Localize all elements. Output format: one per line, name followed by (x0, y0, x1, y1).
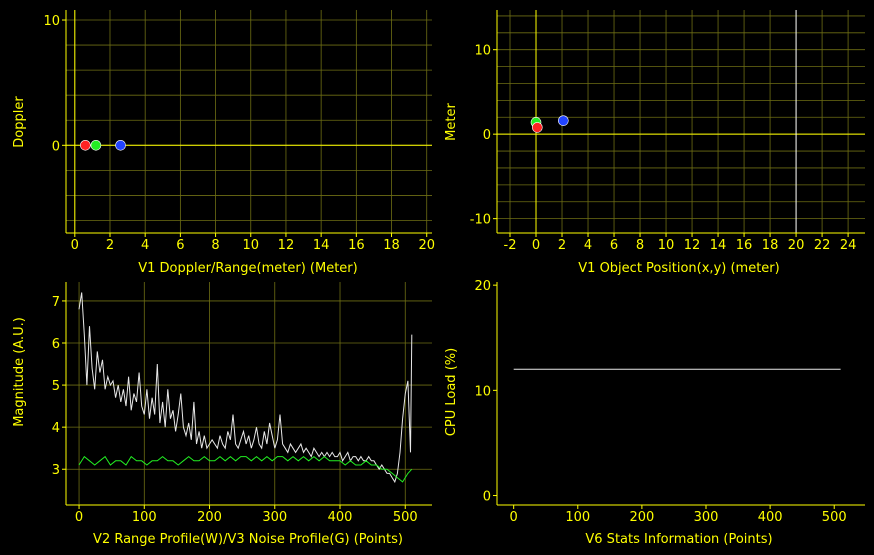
range_profile-y-tick-label: 4 (52, 421, 60, 436)
range_profile-y-tick-label: 7 (52, 295, 60, 310)
range-profile-ylabel: Magnitude (A.U.) (12, 317, 27, 427)
doppler-x-tick-label: 6 (176, 238, 184, 253)
doppler-x-tick-label: 10 (242, 238, 259, 253)
range_profile-x-tick-label: 0 (75, 510, 83, 525)
position-x-tick-label: 16 (736, 238, 753, 253)
range-profile-xlabel: V2 Range Profile(W)/V3 Noise Profile(G) … (93, 532, 403, 547)
stats-x-tick-label: 200 (629, 510, 654, 525)
doppler-x-tick-label: 12 (278, 238, 295, 253)
stats-x-tick-label: 100 (565, 510, 590, 525)
range_profile-x-tick-label: 200 (197, 510, 222, 525)
stats-x-tick-label: 0 (510, 510, 518, 525)
range_profile-x-tick-label: 300 (262, 510, 287, 525)
range_profile-x-tick-label: 100 (132, 510, 157, 525)
position-y-tick-label: -10 (470, 213, 491, 228)
stats-y-tick-label: 0 (483, 490, 491, 505)
stats-y-tick-label: 10 (474, 384, 491, 399)
range_profile-series-green (78, 455, 413, 483)
position-ylabel: Meter (444, 103, 459, 141)
position-x-tick-label: -2 (504, 238, 517, 253)
position-x-tick-label: 22 (814, 238, 831, 253)
range_profile-x-tick-label: 500 (393, 510, 418, 525)
range_profile-y-tick-label: 6 (52, 337, 60, 352)
position-x-tick-label: 20 (788, 238, 805, 253)
doppler-point-blue (115, 140, 126, 151)
stats-x-tick-label: 400 (758, 510, 783, 525)
doppler-y-tick-label: 0 (52, 139, 60, 154)
doppler-x-tick-label: 2 (106, 238, 114, 253)
doppler-point-green (90, 140, 102, 151)
doppler-x-tick-label: 4 (141, 238, 149, 253)
position-y-tick-label: 10 (474, 44, 491, 59)
range_profile-y-tick-label: 3 (52, 463, 60, 478)
doppler-y-tick-label: 10 (43, 14, 60, 29)
stats-ylabel: CPU Load (%) (444, 348, 459, 436)
position-x-tick-label: 8 (636, 238, 644, 253)
doppler-ylabel: Doppler (12, 96, 27, 148)
doppler-x-tick-label: 0 (71, 238, 79, 253)
stats-y-tick-label: 20 (474, 279, 491, 294)
doppler-xlabel: V1 Doppler/Range(meter) (Meter) (138, 261, 357, 276)
position-xlabel: V1 Object Position(x,y) (meter) (578, 261, 779, 276)
range_profile-x-tick-label: 400 (328, 510, 353, 525)
position-x-tick-label: 0 (532, 238, 540, 253)
doppler-x-tick-label: 20 (418, 238, 435, 253)
position-x-tick-label: 24 (840, 238, 857, 253)
position-x-tick-label: 14 (710, 238, 727, 253)
stats-xlabel: V6 Stats Information (Points) (585, 532, 772, 547)
position-point-red (532, 122, 543, 133)
stats-x-tick-label: 300 (694, 510, 719, 525)
position-x-tick-label: 6 (610, 238, 618, 253)
doppler-point-red (80, 140, 91, 151)
doppler-x-tick-label: 16 (348, 238, 365, 253)
doppler-x-tick-label: 8 (211, 238, 219, 253)
position-point-blue (558, 115, 569, 126)
stats-x-tick-label: 500 (822, 510, 847, 525)
position-x-tick-label: 4 (584, 238, 592, 253)
doppler-x-tick-label: 18 (383, 238, 400, 253)
position-y-tick-label: 0 (483, 128, 491, 143)
position-x-tick-label: 2 (558, 238, 566, 253)
position-x-tick-label: 12 (684, 238, 701, 253)
range_profile-series-white (78, 292, 413, 484)
position-x-tick-label: 10 (658, 238, 675, 253)
doppler-x-tick-label: 14 (313, 238, 330, 253)
range_profile-y-tick-label: 5 (52, 379, 60, 394)
position-x-tick-label: 18 (762, 238, 779, 253)
